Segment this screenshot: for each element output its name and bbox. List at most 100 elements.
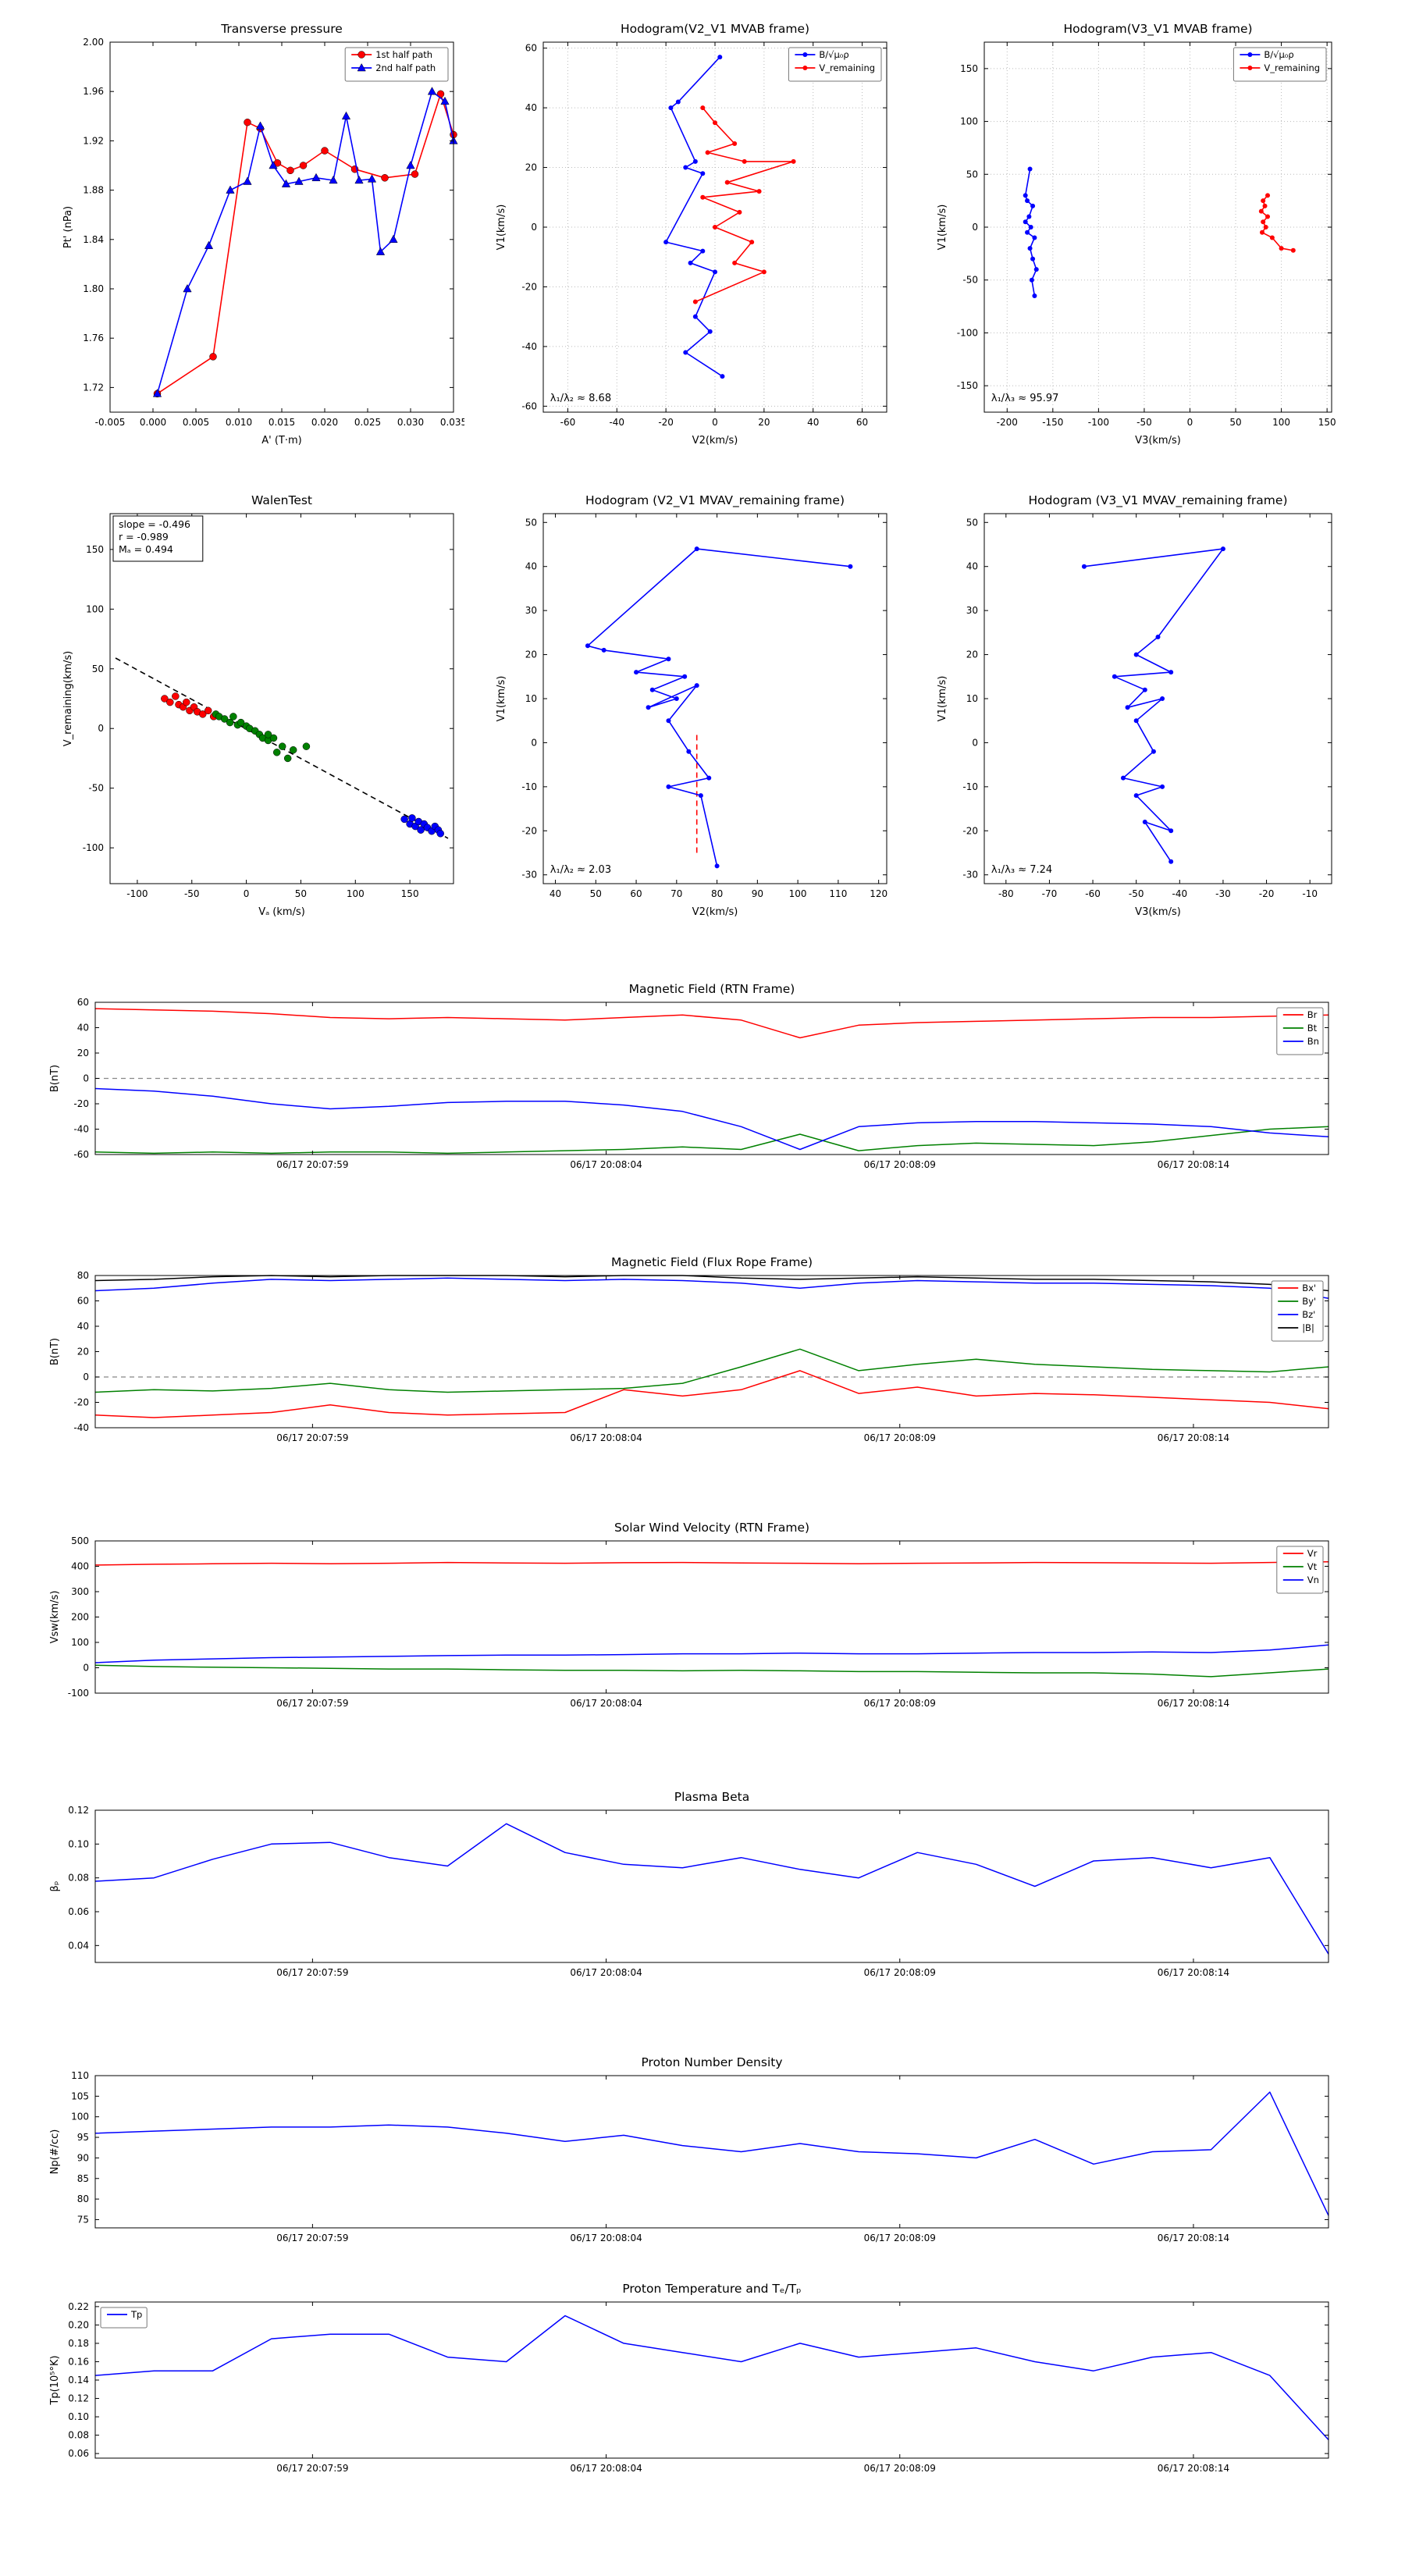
svg-text:60: 60 <box>77 997 89 1008</box>
svg-text:0.12: 0.12 <box>68 1805 89 1816</box>
svg-text:0.08: 0.08 <box>68 1873 89 1884</box>
svg-text:06/17 20:08:04: 06/17 20:08:04 <box>570 1432 642 1443</box>
svg-text:400: 400 <box>71 1561 89 1572</box>
svg-text:-10: -10 <box>521 781 537 792</box>
svg-text:Mₐ = 0.494: Mₐ = 0.494 <box>119 543 173 555</box>
svg-text:105: 105 <box>71 2090 89 2101</box>
svg-text:150: 150 <box>1318 417 1336 428</box>
svg-text:0.06: 0.06 <box>68 1906 89 1917</box>
svg-text:Vt: Vt <box>1307 1561 1318 1572</box>
svg-text:40: 40 <box>966 561 978 572</box>
svg-text:A' (T·m): A' (T·m) <box>261 435 301 447</box>
chart-hodogram-v3v1-mvav: -80 -70 -60 -50 -40 -30 -20 -10 -30 -20 -10 0 10 20 30… <box>933 484 1343 921</box>
svg-text:-60: -60 <box>521 400 537 411</box>
svg-text:40: 40 <box>550 888 561 899</box>
svg-text:Magnetic Field (Flux Rope Fram: Magnetic Field (Flux Rope Frame) <box>611 1255 813 1269</box>
svg-text:λ₁/λ₃ ≈ 7.24: λ₁/λ₃ ≈ 7.24 <box>991 864 1052 876</box>
svg-text:-10: -10 <box>962 781 978 792</box>
svg-text:-30: -30 <box>521 870 537 881</box>
svg-text:V_remaining(km/s): V_remaining(km/s) <box>62 651 74 747</box>
svg-text:Proton Temperature and Tₑ/Tₚ: Proton Temperature and Tₑ/Tₚ <box>622 2282 801 2296</box>
svg-text:40: 40 <box>77 1023 89 1034</box>
svg-text:1.88: 1.88 <box>83 185 104 196</box>
svg-text:-40: -40 <box>73 1422 89 1433</box>
svg-text:By': By' <box>1302 1296 1316 1307</box>
svg-text:Np(#/cc): Np(#/cc) <box>49 2129 61 2175</box>
svg-text:10: 10 <box>525 693 537 704</box>
svg-text:100: 100 <box>789 888 807 899</box>
svg-text:100: 100 <box>1272 417 1290 428</box>
svg-text:V1(km/s): V1(km/s) <box>496 676 507 722</box>
svg-text:06/17 20:07:59: 06/17 20:07:59 <box>276 2463 348 2474</box>
svg-text:Plasma Beta: Plasma Beta <box>674 1790 750 1804</box>
svg-text:150: 150 <box>86 544 104 555</box>
svg-text:06/17 20:08:14: 06/17 20:08:14 <box>1158 1967 1229 1978</box>
svg-text:-20: -20 <box>521 281 537 292</box>
svg-text:-20: -20 <box>962 825 978 836</box>
svg-text:0: 0 <box>972 222 978 233</box>
svg-text:06/17 20:08:04: 06/17 20:08:04 <box>570 1698 642 1709</box>
svg-text:-40: -40 <box>73 1124 89 1135</box>
svg-text:-80: -80 <box>998 888 1014 899</box>
svg-text:20: 20 <box>77 1048 89 1059</box>
svg-text:06/17 20:07:59: 06/17 20:07:59 <box>276 1967 348 1978</box>
svg-text:20: 20 <box>77 1347 89 1357</box>
svg-text:-100: -100 <box>957 327 978 338</box>
svg-text:1st half path: 1st half path <box>375 49 432 60</box>
svg-text:0.14: 0.14 <box>68 2375 89 2386</box>
svg-text:V3(km/s): V3(km/s) <box>1135 435 1181 447</box>
svg-text:0.035: 0.035 <box>440 417 464 428</box>
svg-text:06/17 20:08:14: 06/17 20:08:14 <box>1158 1698 1229 1709</box>
svg-text:-50: -50 <box>184 888 200 899</box>
svg-text:0.010: 0.010 <box>226 417 252 428</box>
svg-text:40: 40 <box>807 417 819 428</box>
svg-text:110: 110 <box>71 2070 89 2081</box>
svg-text:Br: Br <box>1307 1009 1318 1020</box>
svg-text:-100: -100 <box>83 842 104 853</box>
svg-text:95: 95 <box>77 2132 89 2143</box>
svg-text:0: 0 <box>531 737 537 748</box>
svg-text:1.92: 1.92 <box>83 135 104 146</box>
svg-text:150: 150 <box>960 63 978 74</box>
svg-text:80: 80 <box>77 1270 89 1281</box>
svg-text:2nd half path: 2nd half path <box>375 62 436 73</box>
svg-text:1.76: 1.76 <box>83 333 104 343</box>
svg-text:06/17 20:08:09: 06/17 20:08:09 <box>864 2463 936 2474</box>
svg-text:0.20: 0.20 <box>68 2319 89 2330</box>
svg-text:06/17 20:08:09: 06/17 20:08:09 <box>864 1698 936 1709</box>
svg-text:Bx': Bx' <box>1302 1283 1316 1293</box>
svg-text:60: 60 <box>525 43 537 54</box>
svg-text:λ₁/λ₃ ≈ 95.97: λ₁/λ₃ ≈ 95.97 <box>991 393 1059 404</box>
svg-text:0: 0 <box>1187 417 1193 428</box>
svg-text:Vn: Vn <box>1307 1574 1319 1585</box>
svg-text:80: 80 <box>77 2194 89 2204</box>
svg-text:10: 10 <box>966 693 978 704</box>
svg-text:50: 50 <box>92 664 104 674</box>
svg-text:1.72: 1.72 <box>83 382 104 393</box>
svg-text:V_remaining: V_remaining <box>1264 62 1320 73</box>
svg-text:-20: -20 <box>658 417 674 428</box>
svg-text:200: 200 <box>71 1612 89 1623</box>
svg-text:Tp: Tp <box>130 2309 142 2320</box>
svg-text:-40: -40 <box>521 341 537 352</box>
svg-text:1.80: 1.80 <box>83 283 104 294</box>
svg-text:60: 60 <box>630 888 642 899</box>
svg-text:Tp(10⁵°K): Tp(10⁵°K) <box>49 2355 61 2405</box>
svg-text:20: 20 <box>758 417 770 428</box>
svg-text:150: 150 <box>401 888 419 899</box>
chart-magnetic-field-flux-rope: 06/17 20:07:59 06/17 20:08:04 06/17 20:08:… <box>45 1249 1341 1456</box>
svg-text:50: 50 <box>966 169 978 180</box>
svg-text:0.020: 0.020 <box>311 417 338 428</box>
svg-text:-50: -50 <box>1129 888 1144 899</box>
svg-text:0.08: 0.08 <box>68 2430 89 2441</box>
svg-text:06/17 20:08:14: 06/17 20:08:14 <box>1158 2233 1229 2243</box>
svg-text:80: 80 <box>711 888 723 899</box>
svg-text:20: 20 <box>525 649 537 660</box>
svg-text:-50: -50 <box>1136 417 1152 428</box>
svg-text:40: 40 <box>525 561 537 572</box>
svg-text:06/17 20:07:59: 06/17 20:07:59 <box>276 1432 348 1443</box>
svg-text:Vsw(km/s): Vsw(km/s) <box>49 1591 61 1644</box>
svg-text:50: 50 <box>590 888 602 899</box>
svg-text:-200: -200 <box>997 417 1018 428</box>
svg-text:30: 30 <box>966 605 978 616</box>
